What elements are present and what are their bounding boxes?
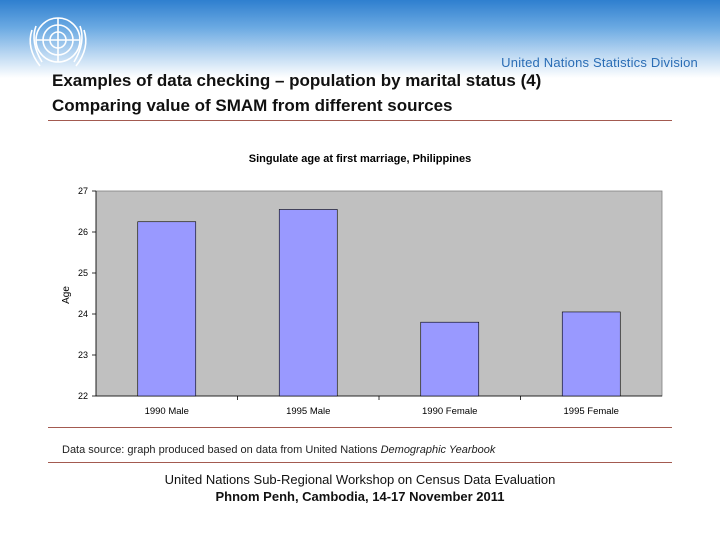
- x-tick-label: 1990 Female: [422, 406, 477, 417]
- source-prefix: Data source: graph produced based on dat…: [62, 444, 381, 456]
- y-tick-label: 25: [78, 268, 88, 278]
- bar-chart: Singulate age at first marriage, Philipp…: [61, 153, 663, 417]
- x-tick-label: 1995 Male: [286, 406, 330, 417]
- y-tick-label: 23: [78, 350, 88, 360]
- title-line-1: Examples of data checking – population b…: [52, 71, 542, 90]
- data-source-note: Data source: graph produced based on dat…: [62, 444, 495, 456]
- chart-container: Singulate age at first marriage, Philipp…: [50, 145, 670, 425]
- x-tick-label: 1990 Male: [145, 406, 189, 417]
- title-divider: [48, 120, 672, 121]
- bar: [420, 321, 480, 397]
- page-title: Examples of data checking – population b…: [52, 68, 692, 118]
- unsd-brand-text: United Nations Statistics Division: [501, 55, 698, 70]
- footer: United Nations Sub-Regional Workshop on …: [0, 471, 720, 505]
- title-line-2: Comparing value of SMAM from different s…: [52, 96, 453, 115]
- footer-divider: [48, 462, 672, 463]
- footer-line-1: United Nations Sub-Regional Workshop on …: [164, 472, 556, 487]
- y-tick-label: 26: [78, 227, 88, 237]
- header-band: [0, 0, 720, 78]
- y-tick-label: 24: [78, 309, 88, 319]
- y-tick-label: 27: [78, 186, 88, 196]
- chart-title: Singulate age at first marriage, Philipp…: [249, 153, 472, 165]
- bar: [278, 209, 338, 397]
- x-tick-label: 1995 Female: [564, 406, 619, 417]
- source-divider: [48, 427, 672, 428]
- source-publication: Demographic Yearbook: [380, 444, 496, 456]
- bar: [561, 311, 621, 397]
- bar: [137, 221, 197, 397]
- y-tick-label: 22: [78, 391, 88, 401]
- footer-line-2: Phnom Penh, Cambodia, 14-17 November 201…: [215, 489, 505, 504]
- y-axis-label: Age: [61, 286, 72, 304]
- un-emblem-icon: [29, 17, 87, 67]
